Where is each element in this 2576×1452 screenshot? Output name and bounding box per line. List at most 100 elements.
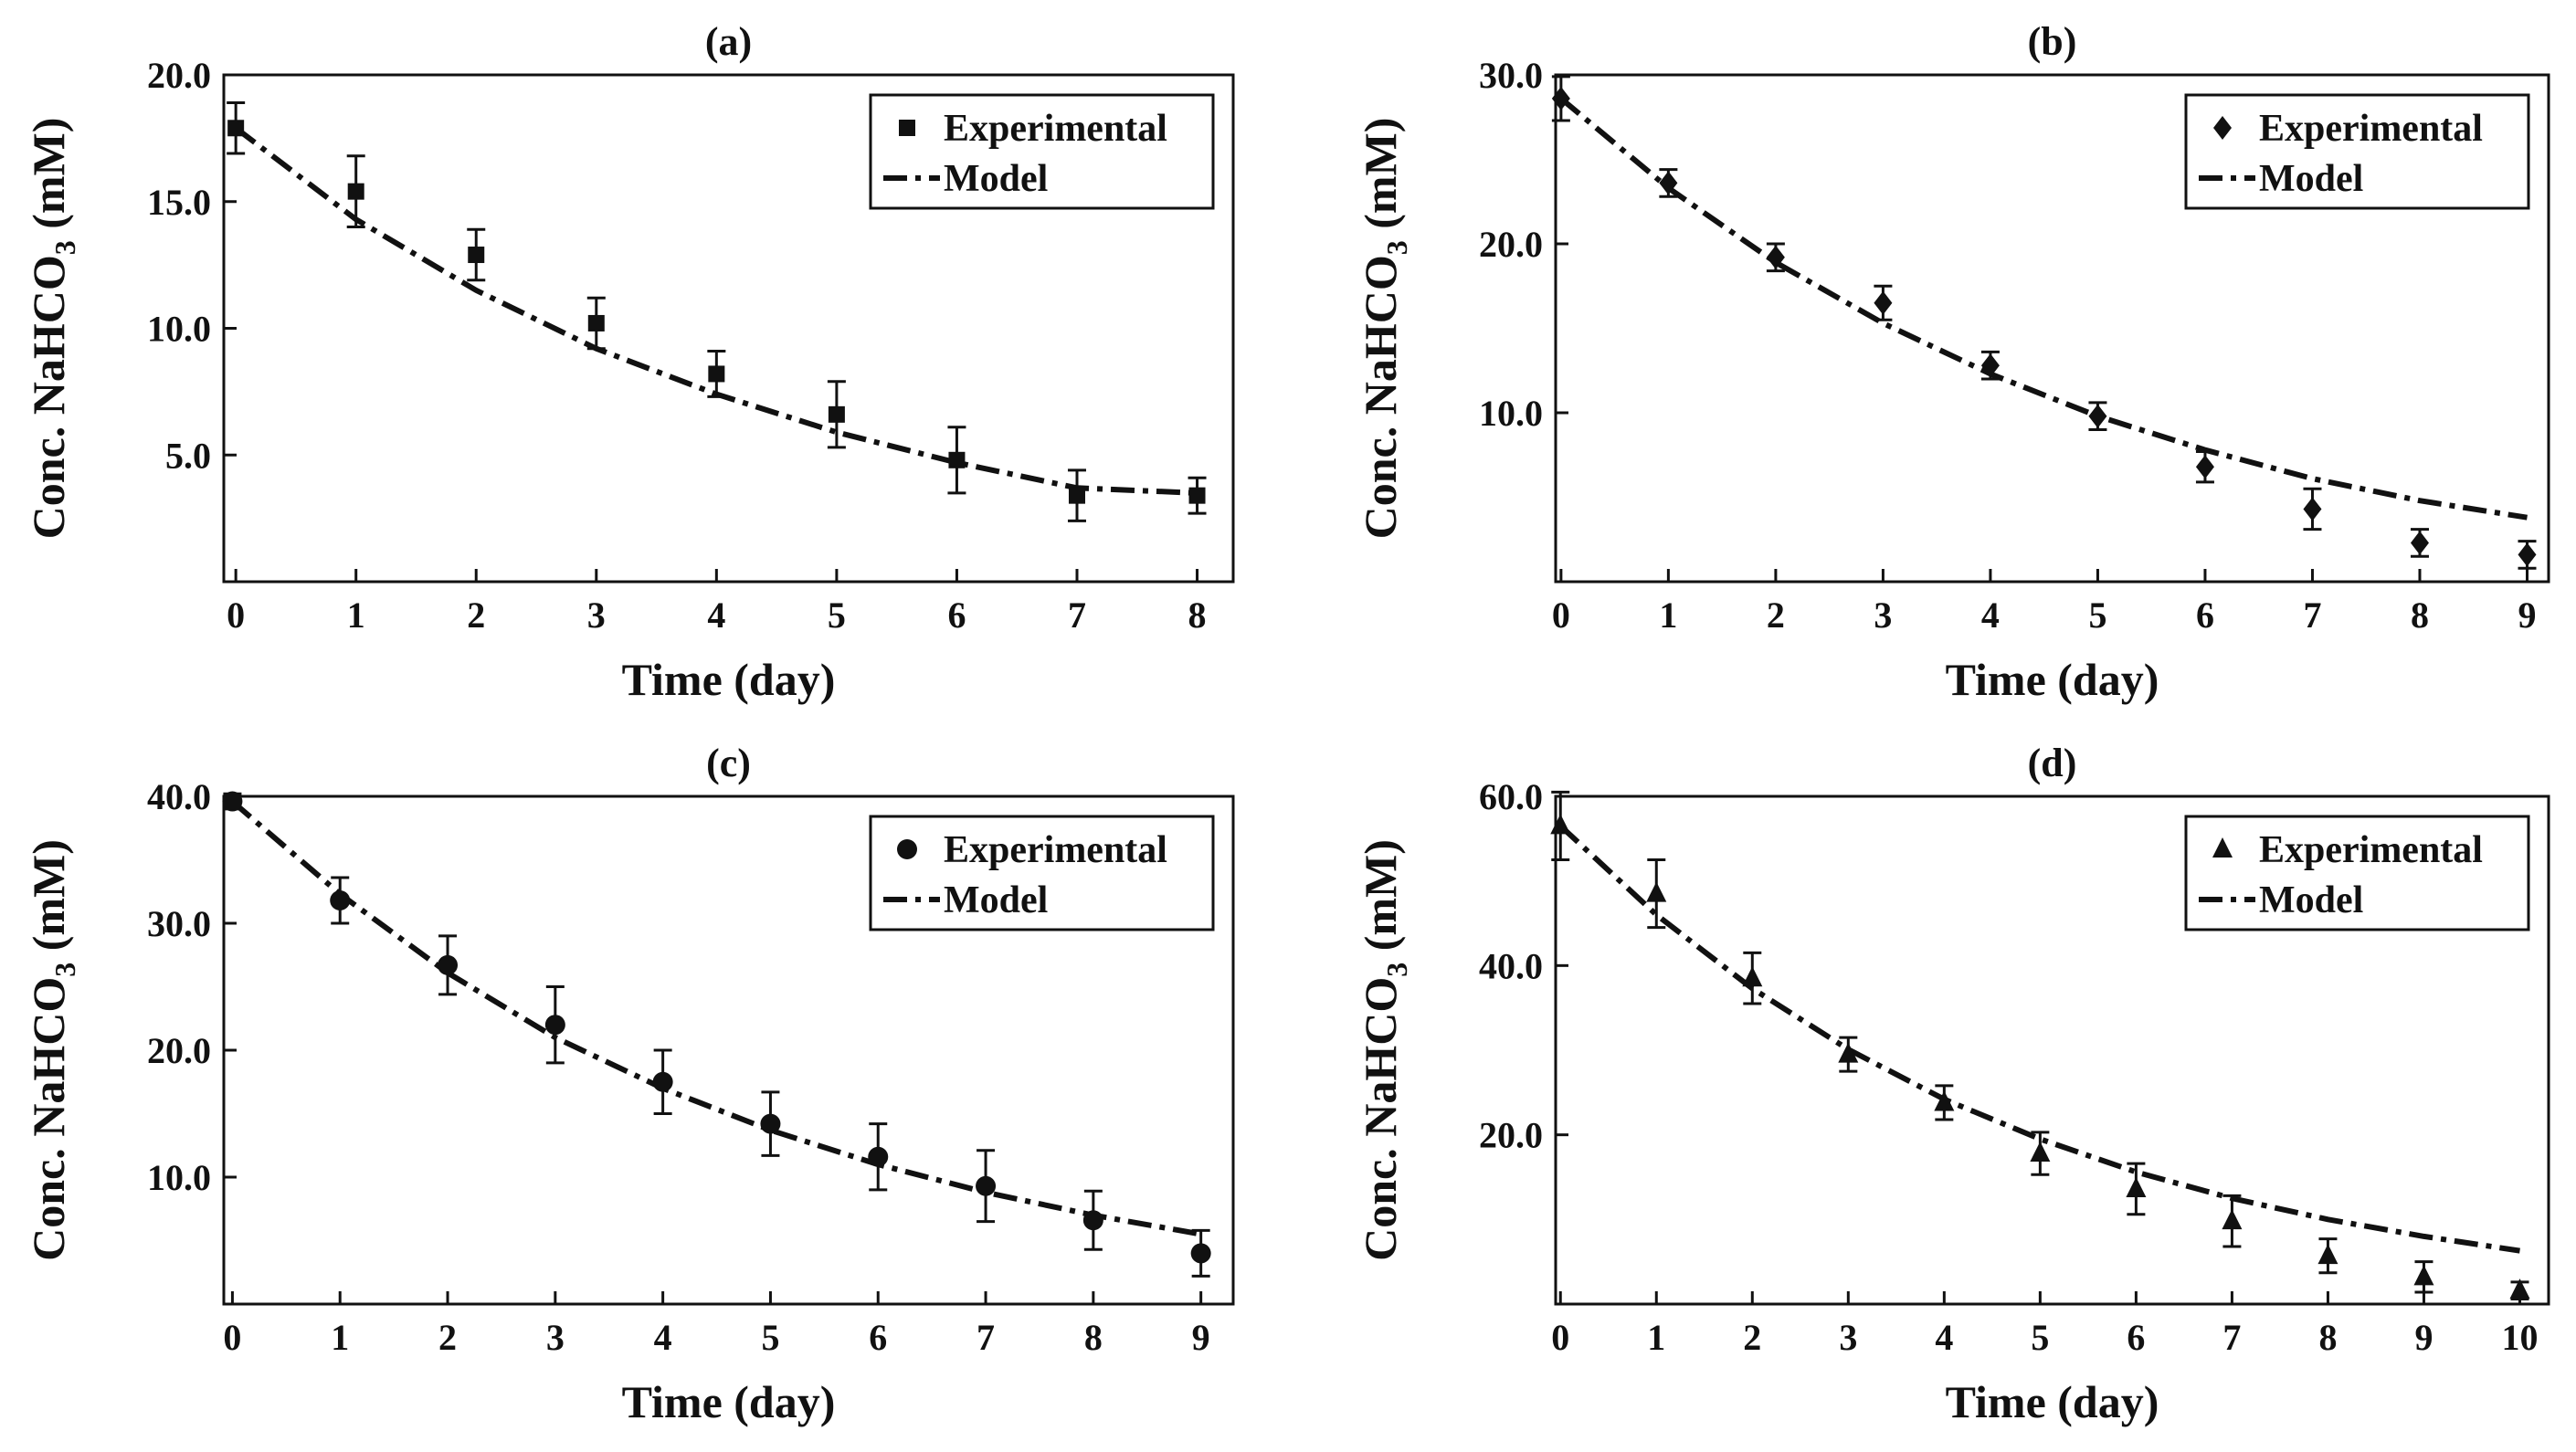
x-tick-label: 6 — [2127, 1317, 2145, 1358]
data-point-5 — [760, 1113, 781, 1134]
y-axis-label-unit: (mM) — [1355, 118, 1406, 241]
legend-label-experimental: Experimental — [2259, 108, 2483, 150]
data-point-legend — [899, 120, 915, 136]
x-tick-label: 2 — [467, 594, 485, 636]
x-tick-label: 3 — [1874, 594, 1892, 636]
y-tick-label: 40.0 — [1479, 945, 1543, 986]
y-axis-label-subscript: 3 — [48, 963, 81, 977]
y-axis-label-subscript: 3 — [48, 240, 81, 255]
data-point-5 — [828, 405, 845, 423]
y-tick-label: 40.0 — [147, 776, 211, 817]
plot-frame — [1554, 794, 2550, 1306]
x-tick-label: 5 — [2088, 594, 2106, 636]
x-tick-label: 0 — [1552, 594, 1570, 636]
x-tick-label: 1 — [331, 1317, 349, 1358]
x-tick-label: 8 — [1084, 1317, 1103, 1358]
chart-panel-d: (d) 0 1 2 3 4 5 6 7 8 9 10 20.0 40.0 60.0 Time (day) Con… — [1355, 741, 2550, 1427]
x-tick-label: 4 — [654, 1317, 672, 1358]
y-axis-label-unit: (mM) — [1355, 839, 1406, 963]
data-point-0 — [222, 791, 243, 812]
data-point-6 — [868, 1146, 889, 1167]
x-tick-label: 3 — [587, 594, 606, 636]
legend-box — [869, 93, 1215, 210]
legend-box — [2184, 93, 2530, 210]
data-point-3 — [544, 1015, 565, 1036]
plot-frame — [1554, 73, 2550, 584]
data-point-1 — [1646, 881, 1667, 902]
x-tick-label: 7 — [2303, 594, 2321, 636]
x-tick-label: 7 — [977, 1317, 995, 1358]
data-point-4 — [1980, 353, 2000, 378]
data-point-1 — [347, 183, 364, 200]
data-point-4 — [652, 1071, 673, 1092]
data-point-6 — [948, 451, 966, 468]
y-tick-label: 10.0 — [147, 309, 211, 350]
y-axis-label-subscript: 3 — [1380, 963, 1413, 977]
x-tick-label: 6 — [2196, 594, 2214, 636]
legend-label-model: Model — [2259, 158, 2363, 200]
data-point-8 — [1082, 1210, 1103, 1231]
x-tick-label: 3 — [1839, 1317, 1857, 1358]
chart-title: (c) — [706, 741, 751, 785]
data-point-2 — [1742, 966, 1763, 987]
data-point-4 — [1934, 1090, 1955, 1111]
x-tick-label: 3 — [546, 1317, 565, 1358]
y-tick-label: 60.0 — [1479, 776, 1543, 817]
legend-label-model: Model — [2259, 879, 2363, 921]
data-point-0 — [1550, 814, 1571, 835]
chart-panel-c: (c) 0 1 2 3 4 5 6 7 8 9 10.0 20.0 30.0 40.0 Time (day) C… — [23, 741, 1235, 1427]
y-tick-label: 5.0 — [165, 435, 211, 476]
legend: Experimental Model — [869, 93, 1215, 210]
chart-title: (d) — [2028, 741, 2077, 785]
data-point-7 — [2222, 1209, 2243, 1230]
x-tick-label: 7 — [1068, 594, 1086, 636]
model-series-line — [1558, 96, 2528, 521]
x-axis-label: Time (day) — [622, 1376, 836, 1427]
legend-box — [869, 815, 1215, 931]
x-tick-label: 4 — [1935, 1317, 1953, 1358]
data-point-0 — [1551, 86, 1570, 110]
data-point-7 — [976, 1175, 997, 1196]
data-point-8 — [2317, 1244, 2338, 1265]
legend-box — [2184, 815, 2530, 931]
y-axis-label-subscript: 3 — [1380, 240, 1413, 255]
x-tick-label: 8 — [2318, 1317, 2337, 1358]
chart-panel-a: (a) 0 1 2 3 4 5 6 7 8 5.0 10.0 15.0 20.0 Time (day) Con… — [23, 19, 1235, 705]
legend-label-experimental: Experimental — [2259, 829, 2483, 871]
data-point-3 — [587, 314, 605, 331]
x-axis-label: Time (day) — [1946, 654, 2159, 705]
data-point-9 — [2413, 1265, 2434, 1286]
data-point-8 — [1188, 487, 1206, 504]
y-tick-label: 20.0 — [147, 1030, 211, 1071]
x-tick-label: 1 — [347, 594, 365, 636]
x-tick-label: 9 — [2518, 594, 2536, 636]
x-tick-label: 2 — [438, 1317, 457, 1358]
legend-label-model: Model — [944, 158, 1048, 200]
y-tick-label: 15.0 — [147, 182, 211, 223]
x-tick-label: 2 — [1743, 1317, 1761, 1358]
x-tick-label: 4 — [707, 594, 725, 636]
y-axis-label-main: Conc. NaHCO — [23, 255, 74, 539]
data-point-6 — [2195, 455, 2214, 479]
legend-label-model: Model — [944, 879, 1048, 921]
data-point-5 — [2030, 1142, 2051, 1163]
legend: Experimental Model — [2184, 815, 2530, 931]
y-tick-label: 30.0 — [147, 903, 211, 944]
data-point-0 — [227, 120, 245, 137]
legend-label-experimental: Experimental — [944, 108, 1167, 150]
data-point-7 — [2303, 497, 2322, 521]
y-axis-label-main: Conc. NaHCO — [1355, 255, 1406, 539]
y-axis-label-main: Conc. NaHCO — [23, 977, 74, 1261]
x-tick-label: 6 — [947, 594, 966, 636]
x-tick-label: 5 — [761, 1317, 779, 1358]
data-point-2 — [438, 954, 459, 975]
data-point-7 — [1068, 487, 1085, 504]
data-point-9 — [1190, 1243, 1211, 1264]
data-point-1 — [1659, 171, 1678, 195]
data-point-8 — [2410, 531, 2429, 555]
y-tick-label: 30.0 — [1479, 55, 1543, 96]
data-point-5 — [2088, 404, 2107, 428]
y-tick-label: 20.0 — [147, 55, 211, 96]
data-point-10 — [2509, 1278, 2530, 1299]
